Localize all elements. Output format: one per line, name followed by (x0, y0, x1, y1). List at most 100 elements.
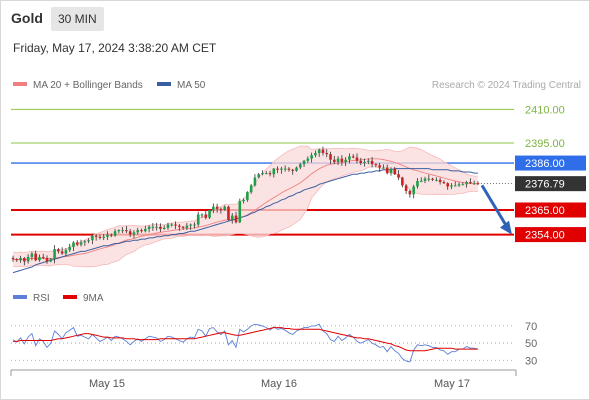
moving-averages (12, 158, 478, 274)
candle-body (461, 184, 465, 186)
candle-body (314, 153, 317, 156)
header-bar: Gold 30 MIN (0, 0, 590, 36)
ma50-line (12, 168, 478, 274)
candle-body (340, 158, 344, 162)
candle-body (423, 178, 427, 181)
candle-body (261, 173, 264, 175)
candle-body (174, 224, 177, 226)
candle-body (11, 258, 15, 260)
candle-body (272, 168, 276, 175)
legend-bollinger: MA 20 + Bollinger Bands (13, 80, 143, 91)
level-label-2365.00: 2365.00 (525, 205, 565, 217)
candle-body (109, 234, 113, 236)
candle-body (287, 168, 291, 170)
candle-body (351, 156, 355, 158)
candle-body (317, 149, 321, 153)
ma9-swatch-icon (63, 295, 77, 300)
candle-body (276, 168, 279, 170)
candle-body (151, 226, 155, 228)
x-axis: May 15 May 16 May 17 (10, 369, 517, 390)
bollinger-band-area (13, 146, 478, 267)
rsi-9ma-line (13, 327, 478, 352)
candle-body (302, 160, 306, 165)
candle-body (336, 158, 340, 162)
candle-body (333, 159, 336, 162)
bollinger-upper-line (12, 145, 478, 254)
candle-body (140, 230, 143, 232)
candle-body (23, 258, 26, 262)
candlesticks (11, 146, 480, 266)
level-label-2386.00: 2386.00 (525, 158, 565, 170)
candle-body (442, 182, 446, 184)
datetime-label: Friday, May 17, 2024 3:38:20 AM CET (13, 41, 217, 55)
price-level-labels: 2410.00 2395.00 2386.00 2365.00 2354.00 2376.… (515, 104, 586, 243)
candle-body (83, 241, 87, 243)
ma20-line (12, 158, 478, 261)
candle-body (416, 180, 419, 187)
candle-body (355, 157, 359, 161)
level-label-2410.00: 2410.00 (525, 104, 565, 116)
candle-body (94, 235, 98, 237)
candle-body (98, 236, 102, 238)
candle-body (106, 234, 109, 237)
level-label-2354.00: 2354.00 (525, 230, 565, 242)
ma50-swatch-icon (157, 82, 171, 87)
candle-body (64, 250, 68, 254)
candle-body (128, 231, 132, 235)
forecast-arrow-head-icon (500, 220, 512, 235)
candle-body (431, 178, 434, 180)
candle-body (419, 180, 423, 182)
candle-body (363, 161, 366, 164)
candle-body (200, 214, 204, 216)
candle-body (389, 168, 393, 174)
candle-body (393, 168, 397, 175)
candle-body (450, 185, 453, 187)
candle-body (170, 224, 174, 226)
rsi-line (12, 323, 479, 363)
candle-body (469, 182, 472, 184)
candle-body (435, 179, 438, 181)
candle-body (19, 258, 22, 261)
ma9-label: 9MA (83, 293, 104, 304)
ma50-label: MA 50 (177, 80, 206, 91)
candle-body (367, 160, 370, 162)
candle-body (310, 155, 313, 159)
candle-body (159, 226, 162, 229)
candle-body (68, 246, 71, 251)
candle-body (125, 230, 128, 232)
candle-body (329, 154, 332, 160)
candle-body (291, 169, 295, 171)
candle-body (212, 206, 215, 210)
bollinger-label: MA 20 + Bollinger Bands (33, 80, 143, 91)
candle-body (295, 167, 298, 171)
level-label-2395.00: 2395.00 (525, 138, 565, 150)
candle-body (249, 185, 253, 193)
candle-body (446, 183, 449, 187)
candle-body (60, 251, 64, 254)
rsi-tick-label: 50 (525, 338, 537, 350)
timeframe-badge[interactable]: 30 MIN (51, 7, 104, 31)
candle-body (453, 185, 457, 187)
candle-body (268, 173, 272, 175)
level-tag-2354.00 (515, 227, 586, 243)
x-tick-label: May 15 (89, 378, 125, 390)
candle-body (227, 206, 230, 221)
bollinger-band (12, 145, 478, 268)
candle-body (34, 253, 37, 261)
x-tick-label: May 16 (261, 378, 297, 390)
candle-body (72, 242, 75, 247)
candle-body (162, 227, 166, 229)
candle-body (38, 256, 41, 261)
candle-body (234, 215, 238, 223)
candle-body (242, 199, 245, 202)
candle-body (45, 258, 49, 262)
candle-body (204, 214, 208, 218)
legend-rsi: RSI (13, 293, 50, 304)
candle-body (385, 167, 389, 174)
candle-body (87, 240, 90, 242)
candle-body (178, 225, 181, 227)
candle-body (257, 174, 260, 178)
candle-body (208, 210, 211, 218)
candle-body (185, 225, 189, 228)
last-price-tag (515, 176, 586, 192)
